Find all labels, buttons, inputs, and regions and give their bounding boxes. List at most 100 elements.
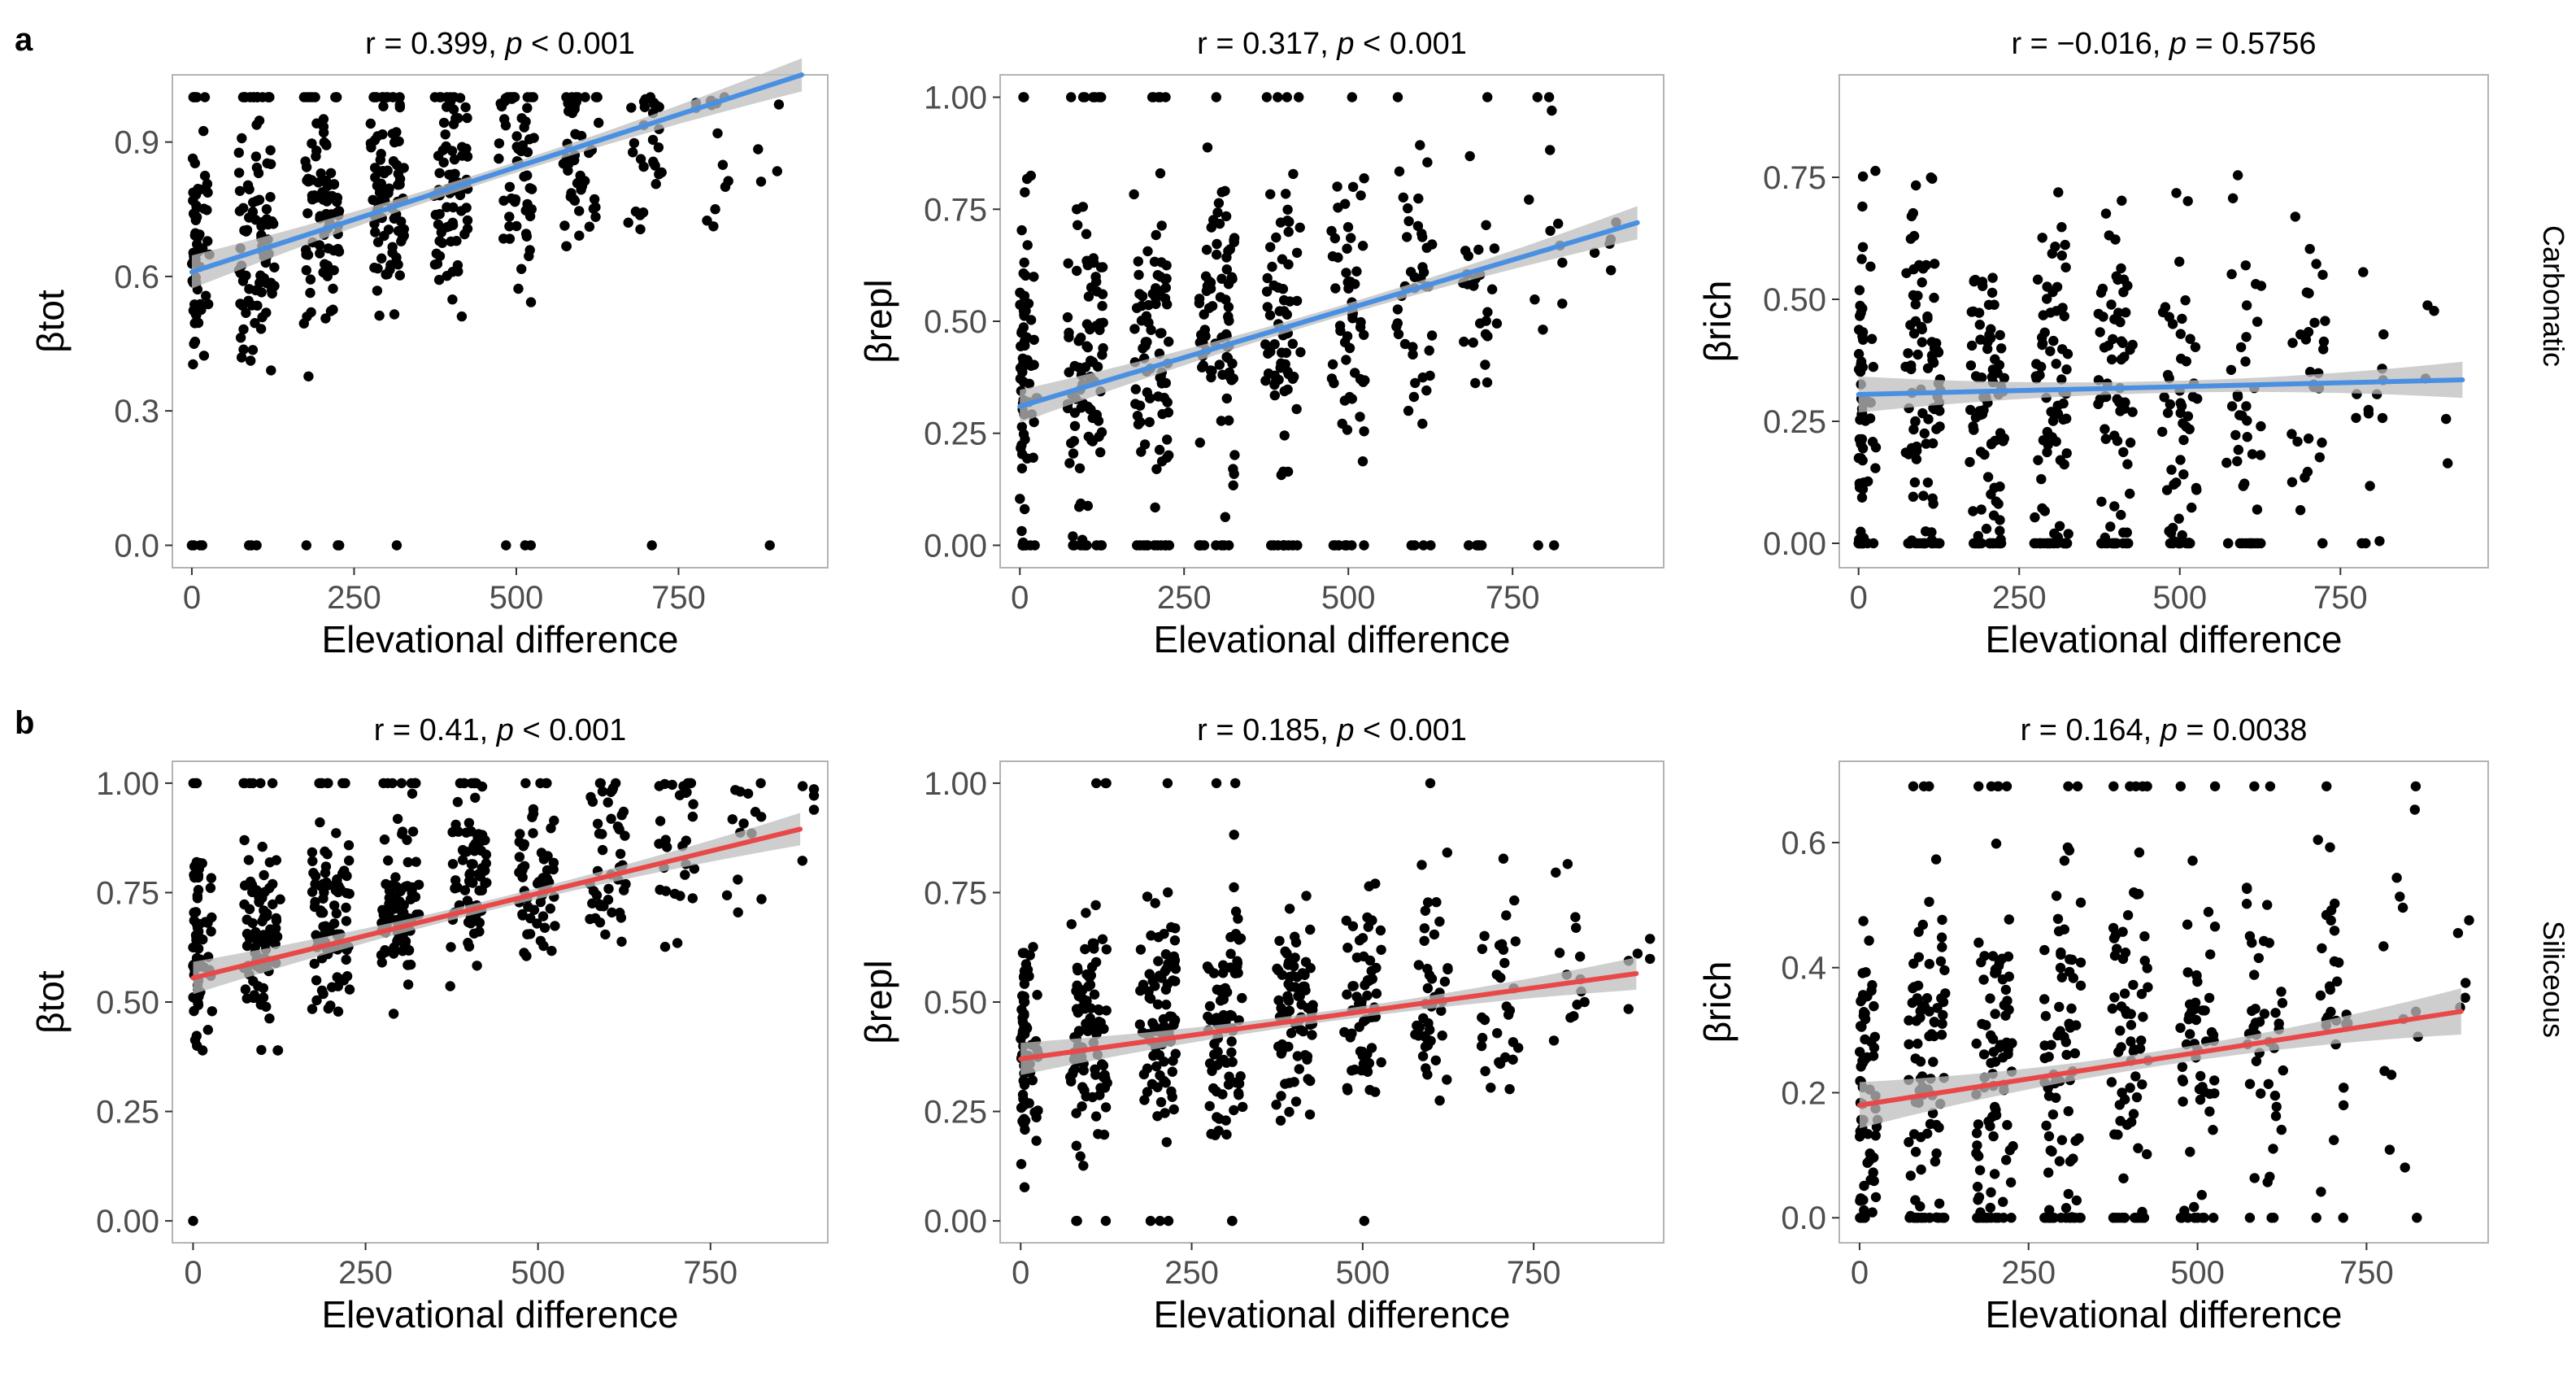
data-point (1416, 229, 1427, 239)
data-point (727, 814, 738, 825)
data-point (537, 911, 549, 922)
data-point (511, 220, 522, 232)
data-point (1984, 538, 1995, 549)
data-point (394, 173, 406, 185)
data-point (1464, 540, 1474, 551)
data-point (1221, 393, 1233, 404)
data-point (1919, 428, 1930, 439)
data-point (1371, 962, 1382, 974)
data-point (192, 930, 202, 941)
data-point (1932, 1003, 1943, 1013)
data-point (1973, 1119, 1984, 1130)
data-point (1086, 1003, 1096, 1013)
data-point (329, 179, 339, 190)
data-point (2400, 1162, 2410, 1173)
data-point (261, 307, 272, 318)
data-point (1938, 1009, 1948, 1021)
data-point (1922, 1128, 1933, 1139)
data-point (197, 540, 207, 551)
data-point (597, 786, 608, 797)
data-point (1094, 1005, 1105, 1016)
data-point (1102, 1078, 1112, 1088)
data-point (1017, 1017, 1029, 1028)
data-point (376, 178, 386, 189)
data-point (1645, 934, 1656, 944)
data-point (1991, 496, 2001, 507)
data-point (1073, 1026, 1085, 1036)
data-point (1329, 377, 1339, 389)
data-point (193, 943, 204, 954)
data-point (2175, 1022, 2186, 1034)
data-point (2047, 416, 2059, 426)
data-point (1359, 426, 1369, 437)
data-point (1229, 468, 1239, 479)
data-point (2107, 1003, 2118, 1014)
data-point (1166, 1011, 1177, 1022)
data-point (2190, 342, 2201, 352)
data-point (733, 907, 743, 918)
data-point (612, 821, 624, 832)
data-point (1340, 198, 1351, 209)
data-point (371, 92, 381, 102)
data-point (2051, 1092, 2061, 1103)
y-tick-label: 0.0 (114, 528, 159, 564)
data-point (1270, 377, 1281, 387)
data-point (396, 236, 407, 246)
data-point (2247, 937, 2257, 948)
data-point (450, 168, 460, 179)
data-point (1545, 145, 1556, 155)
data-point (1226, 375, 1237, 386)
data-point (629, 137, 640, 149)
data-point (1166, 1086, 1177, 1097)
data-point (797, 781, 808, 791)
data-point (1068, 531, 1078, 542)
data-point (1965, 404, 1976, 416)
data-point (251, 885, 262, 895)
data-point (333, 881, 344, 891)
data-point (528, 92, 538, 102)
data-point (261, 204, 272, 215)
data-point (546, 823, 556, 834)
data-point (1987, 951, 1999, 961)
data-point (571, 92, 581, 102)
data-point (738, 818, 749, 829)
data-point (1972, 1181, 1983, 1192)
data-point (1170, 964, 1181, 974)
data-point (1080, 943, 1090, 955)
data-point (1062, 312, 1073, 323)
data-point (2134, 847, 2145, 858)
data-point (2036, 473, 2047, 485)
data-point (1427, 239, 1438, 250)
data-point (2227, 193, 2239, 203)
data-point (2208, 1030, 2219, 1040)
data-point (1351, 266, 1362, 277)
y-tick-label: 0.4 (1781, 951, 1826, 987)
data-point (2054, 1001, 2065, 1013)
data-point (1476, 1040, 1487, 1052)
data-point (1294, 1064, 1305, 1074)
data-point (1229, 233, 1240, 243)
data-point (433, 274, 445, 285)
data-point (328, 304, 338, 315)
data-point (559, 220, 570, 231)
data-point (1204, 1100, 1215, 1112)
data-point (1859, 1205, 1869, 1216)
data-point (1221, 252, 1232, 263)
data-point (1335, 325, 1346, 336)
data-point (1288, 168, 1299, 180)
data-point (1367, 915, 1377, 926)
data-point (189, 861, 200, 872)
data-point (2104, 230, 2114, 241)
x-tick-label: 0 (1012, 1255, 1029, 1291)
data-point (1262, 272, 1273, 284)
data-point (1022, 453, 1033, 464)
data-point (1341, 268, 1351, 278)
data-point (1995, 525, 2005, 536)
data-point (2046, 407, 2056, 417)
data-point (591, 890, 603, 900)
data-point (1504, 1083, 1515, 1095)
data-point (198, 125, 209, 137)
data-point (389, 904, 399, 914)
data-point (198, 351, 210, 361)
